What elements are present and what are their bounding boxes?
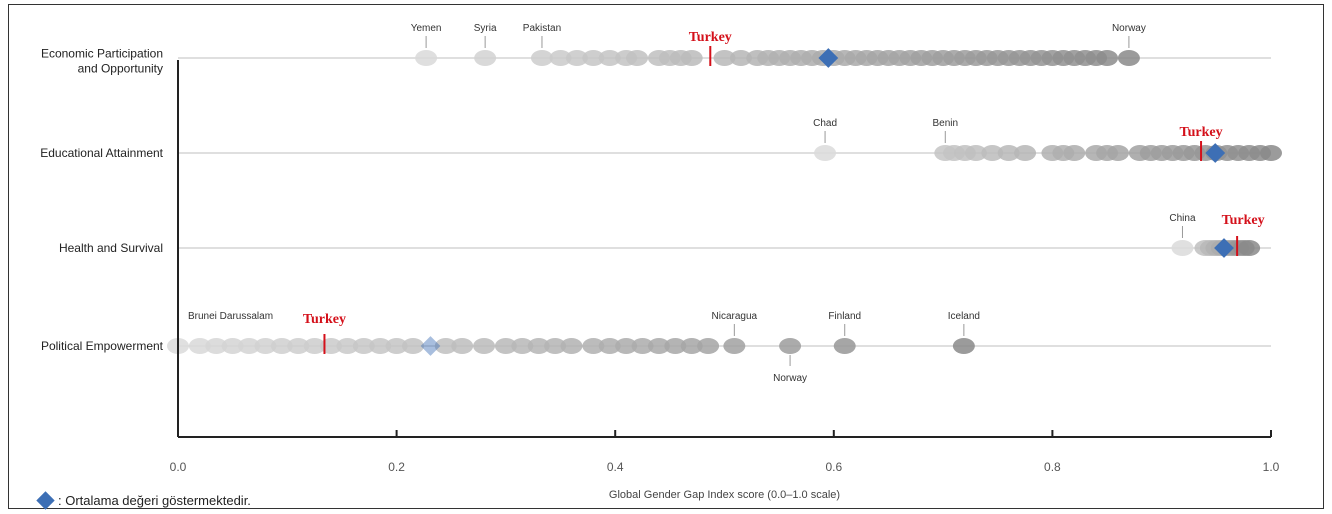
highlight-label: Turkey bbox=[303, 312, 346, 327]
country-label: Norway bbox=[1112, 23, 1146, 34]
country-dot bbox=[238, 338, 261, 354]
category-label: Health and Survival bbox=[59, 241, 163, 255]
country-dot bbox=[1063, 145, 1086, 161]
country-dot bbox=[697, 338, 720, 354]
country-dot bbox=[1171, 240, 1194, 256]
country-dot bbox=[981, 145, 1004, 161]
country-dot bbox=[615, 338, 638, 354]
category-row: Educational Attainment Chad Benin Turkey bbox=[40, 118, 1282, 163]
country-dot bbox=[964, 145, 987, 161]
x-tick-label: 0.2 bbox=[388, 460, 405, 474]
country-dot bbox=[385, 338, 408, 354]
country-dot bbox=[287, 338, 310, 354]
country-dot bbox=[352, 338, 375, 354]
country-dot bbox=[680, 338, 703, 354]
country-dot bbox=[511, 338, 534, 354]
x-tick-label: 1.0 bbox=[1263, 460, 1280, 474]
country-dot bbox=[560, 338, 583, 354]
country-dot bbox=[494, 338, 517, 354]
category-label: Economic Participation bbox=[41, 47, 163, 61]
category-label: Political Empowerment bbox=[41, 339, 164, 353]
highlight-label: Turkey bbox=[1180, 125, 1223, 140]
country-dot bbox=[680, 50, 703, 66]
highlight-label: Turkey bbox=[689, 30, 732, 45]
country-dot bbox=[598, 50, 621, 66]
category-label: Educational Attainment bbox=[40, 146, 163, 160]
country-dot bbox=[1260, 145, 1282, 161]
country-label: Norway bbox=[773, 373, 807, 384]
country-dot bbox=[434, 338, 457, 354]
category-row: Political Empowerment Brunei Darussalam Ni… bbox=[41, 311, 1271, 384]
country-dot bbox=[1106, 145, 1129, 161]
country-dot bbox=[1014, 145, 1037, 161]
country-label: Brunei Darussalam bbox=[188, 311, 273, 322]
x-axis-title: Global Gender Gap Index score (0.0–1.0 s… bbox=[609, 489, 840, 501]
country-dot bbox=[451, 338, 474, 354]
country-dot bbox=[729, 50, 752, 66]
x-tick-label: 0.4 bbox=[607, 460, 624, 474]
country-dot bbox=[336, 338, 359, 354]
country-label: Chad bbox=[813, 118, 837, 129]
country-dot bbox=[631, 338, 654, 354]
x-tick-label: 0.8 bbox=[1044, 460, 1061, 474]
legend: : Ortalama değeri göstermektedir. bbox=[36, 489, 251, 511]
country-dot bbox=[254, 338, 277, 354]
average-diamond-icon bbox=[36, 490, 55, 510]
country-label: Benin bbox=[932, 118, 958, 129]
country-dot bbox=[415, 50, 438, 66]
country-label: Finland bbox=[828, 311, 861, 322]
country-label: Iceland bbox=[948, 311, 980, 322]
legend-label: : Ortalama değeri göstermektedir. bbox=[58, 492, 251, 508]
category-row: Health and Survival China Turkey bbox=[59, 213, 1271, 258]
country-label: Nicaragua bbox=[712, 311, 758, 322]
country-dot bbox=[369, 338, 392, 354]
country-dot bbox=[1096, 50, 1119, 66]
country-dot bbox=[626, 50, 649, 66]
country-dot bbox=[401, 338, 424, 354]
country-label: Syria bbox=[474, 23, 497, 34]
country-dot bbox=[527, 338, 550, 354]
country-dot bbox=[544, 338, 567, 354]
country-dot bbox=[473, 338, 496, 354]
figure-frame bbox=[8, 4, 1324, 509]
country-dot bbox=[713, 50, 736, 66]
average-marker bbox=[420, 336, 441, 356]
country-dot bbox=[779, 338, 802, 354]
x-tick-label: 0.0 bbox=[170, 460, 187, 474]
country-dot bbox=[952, 338, 975, 354]
average-marker bbox=[1205, 143, 1226, 163]
country-label: Pakistan bbox=[523, 23, 561, 34]
country-dot bbox=[814, 145, 837, 161]
chart-axes: 0.0 0.2 0.4 0.6 0.8 1.0 bbox=[170, 60, 1280, 474]
country-label: Yemen bbox=[411, 23, 442, 34]
country-dot bbox=[474, 50, 497, 66]
country-dot bbox=[647, 338, 670, 354]
country-dot bbox=[833, 338, 856, 354]
country-dot bbox=[664, 338, 687, 354]
country-dot bbox=[270, 338, 293, 354]
country-dot bbox=[582, 338, 605, 354]
country-dot bbox=[530, 50, 553, 66]
country-dot bbox=[205, 338, 228, 354]
country-dot bbox=[723, 338, 746, 354]
average-marker bbox=[1214, 238, 1234, 258]
country-dot bbox=[1238, 240, 1261, 256]
country-dot bbox=[320, 338, 343, 354]
highlight-label: Turkey bbox=[1222, 213, 1265, 228]
country-dot bbox=[549, 50, 572, 66]
country-dot bbox=[582, 50, 605, 66]
country-dot bbox=[188, 338, 211, 354]
country-label: China bbox=[1169, 213, 1196, 224]
category-label: and Opportunity bbox=[78, 62, 163, 76]
country-dot bbox=[565, 50, 588, 66]
country-dot bbox=[303, 338, 326, 354]
country-dot bbox=[1117, 50, 1140, 66]
country-dot bbox=[997, 145, 1020, 161]
country-dot bbox=[598, 338, 621, 354]
x-tick-label: 0.6 bbox=[825, 460, 842, 474]
country-dot bbox=[221, 338, 244, 354]
